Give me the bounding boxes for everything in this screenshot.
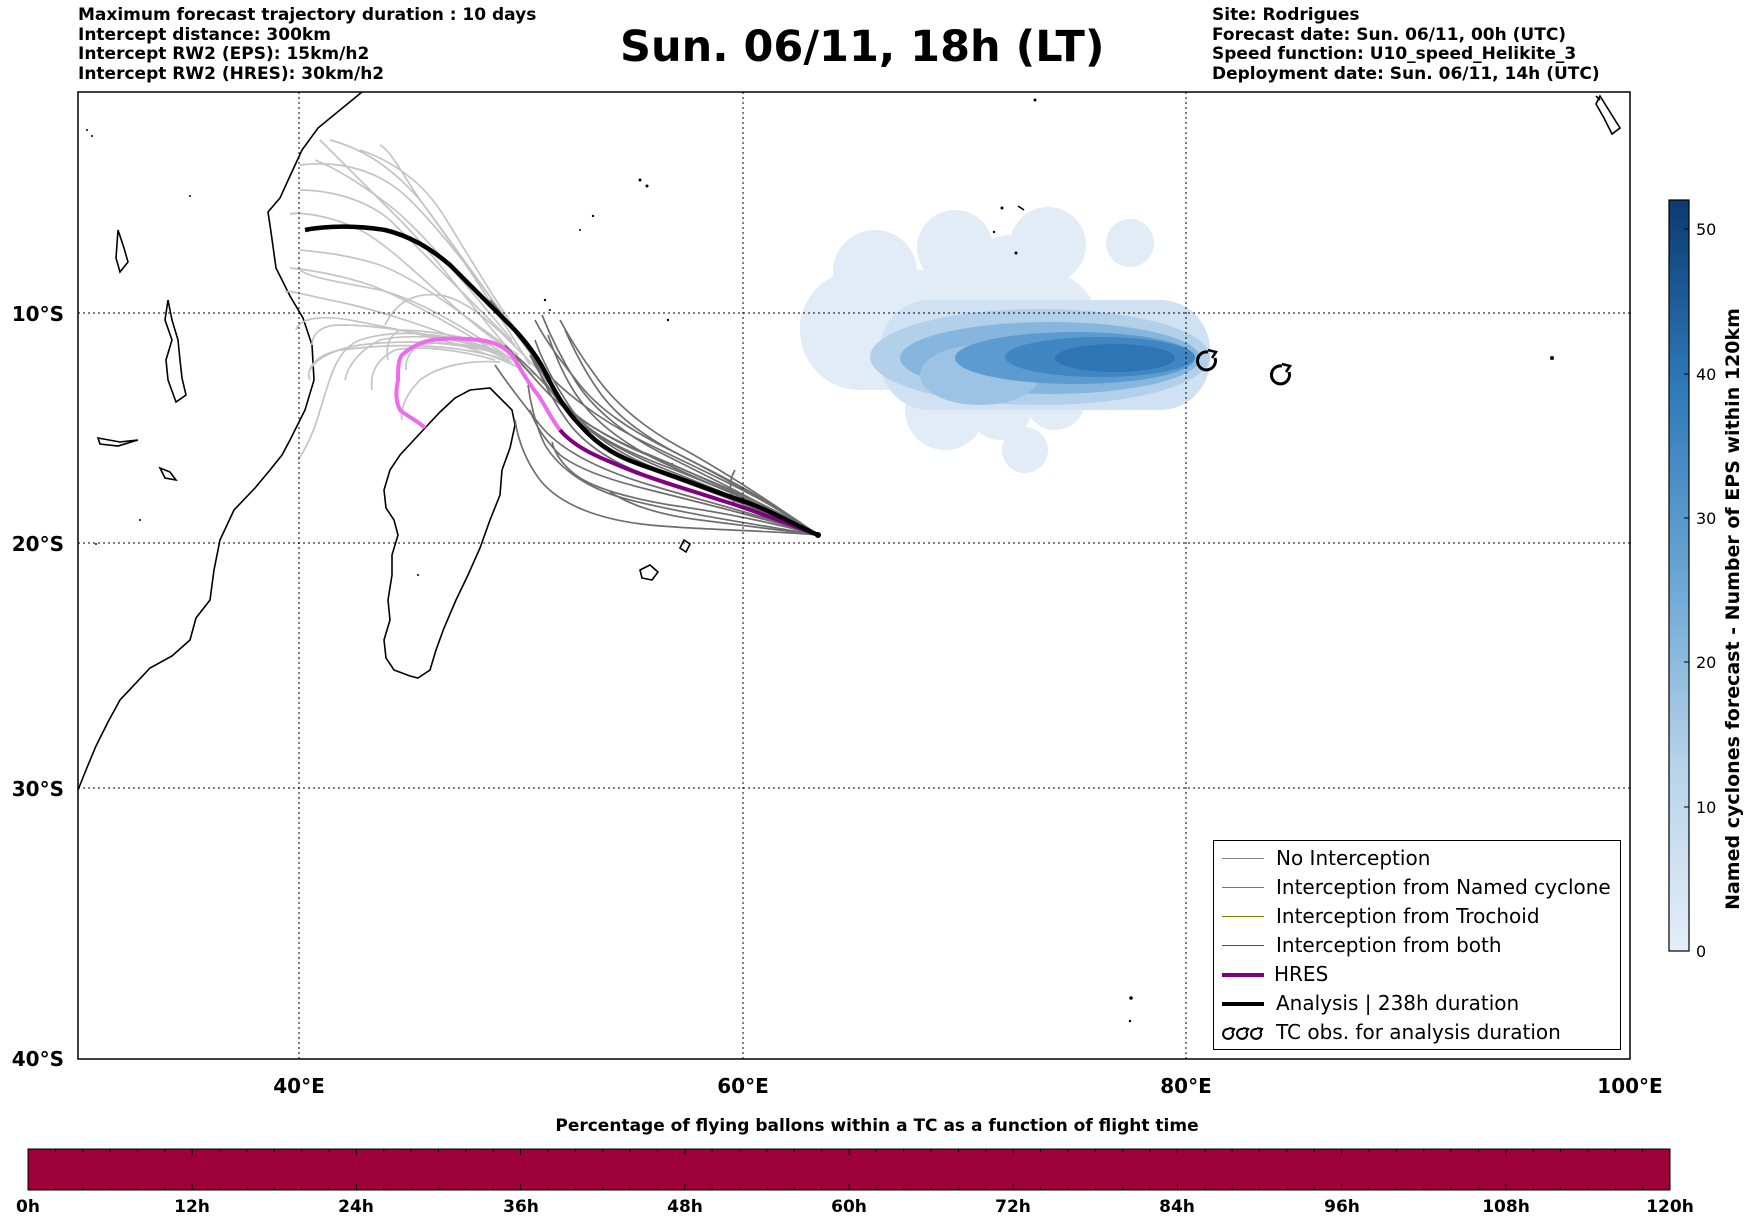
- legend-line-analysis: [1222, 1002, 1264, 1006]
- cyclone-symbols-icon: [1222, 1027, 1264, 1040]
- colorbar-label: Named cyclones forecast - Number of EPS …: [1722, 308, 1744, 910]
- legend-line-trochoid: [1222, 916, 1264, 917]
- legend-line-named-cyclone: [1222, 887, 1264, 888]
- time-tick-60: 60h: [831, 1197, 867, 1217]
- lat-tick-4: 40°S: [12, 1047, 64, 1071]
- tc-observation-symbols: [1196, 348, 1293, 386]
- colorbar-tick-10: 10: [1696, 798, 1716, 817]
- legend-label-no-interception: No Interception: [1276, 846, 1431, 870]
- cyclone-symbol-2: [1270, 364, 1291, 386]
- map-legend: No Interception Interception from Named …: [1213, 840, 1621, 1050]
- colorbar-tick-30: 30: [1696, 509, 1716, 528]
- legend-label-tc-obs: TC obs. for analysis duration: [1276, 1020, 1561, 1044]
- header-left-info: Maximum forecast trajectory duration : 1…: [78, 5, 537, 84]
- legend-item-no-interception: No Interception: [1214, 846, 1620, 872]
- colorbar-tick-0: 0: [1696, 942, 1706, 961]
- header-right-line-4: Deployment date: Sun. 06/11, 14h (UTC): [1212, 63, 1600, 84]
- trajectories-dark: [489, 299, 819, 536]
- small-islands: [86, 98, 1554, 1023]
- page-title: Sun. 06/11, 18h (LT): [620, 22, 1105, 72]
- flight-time-bar: 0h 12h 24h 36h 48h 60h 72h 84h 96h 108h …: [16, 1148, 1694, 1217]
- time-tick-48: 48h: [667, 1197, 703, 1217]
- legend-label-both: Interception from both: [1276, 933, 1502, 957]
- launch-point: [815, 532, 821, 538]
- lat-tick-1: 10°S: [12, 302, 64, 326]
- time-tick-36: 36h: [503, 1197, 539, 1217]
- header-left-line-2: Intercept distance: 300km: [78, 24, 331, 45]
- time-tick-12: 12h: [174, 1197, 210, 1217]
- time-tick-96: 96h: [1324, 1197, 1360, 1217]
- lon-tick-4: 100°E: [1597, 1074, 1662, 1098]
- colorbar-tick-20: 20: [1696, 653, 1716, 672]
- hres-track: [558, 428, 819, 537]
- colorbar-tick-50: 50: [1696, 220, 1716, 239]
- lat-tick-3: 30°S: [12, 777, 64, 801]
- time-tick-0: 0h: [16, 1197, 40, 1217]
- legend-label-hres: HRES: [1274, 962, 1329, 986]
- cyclone-symbol-1: [1196, 350, 1217, 372]
- time-tick-84: 84h: [1159, 1197, 1195, 1217]
- flight-time-bar-title: Percentage of flying ballons within a TC…: [555, 1116, 1199, 1136]
- lon-tick-1: 40°E: [273, 1074, 325, 1098]
- lon-tick-2: 60°E: [717, 1074, 769, 1098]
- analysis-track: [304, 224, 819, 538]
- header-left-line-1: Maximum forecast trajectory duration : 1…: [78, 5, 537, 25]
- map-frame: [77, 91, 1631, 1060]
- lon-axis: 40°E 60°E 80°E 100°E: [273, 1074, 1662, 1098]
- header-left-line-3: Intercept RW2 (EPS): 15km/h2: [78, 44, 370, 64]
- hres-start-track: [394, 336, 562, 432]
- time-tick-120: 120h: [1646, 1197, 1694, 1217]
- legend-line-both: [1222, 945, 1264, 946]
- legend-line-no-interception: [1222, 858, 1264, 859]
- time-tick-24: 24h: [338, 1197, 374, 1217]
- legend-item-hres: HRES: [1214, 962, 1620, 988]
- gridlines: [78, 92, 1630, 1059]
- legend-label-named-cyclone: Interception from Named cyclone: [1276, 875, 1611, 899]
- lat-axis: 10°S 20°S 30°S 40°S: [12, 302, 64, 1071]
- colorbar-tick-40: 40: [1696, 365, 1716, 384]
- legend-item-trochoid: Interception from Trochoid: [1214, 904, 1620, 930]
- cyclone-density-area: [800, 207, 1210, 473]
- header-right-line-1: Site: Rodrigues: [1212, 5, 1360, 25]
- time-tick-72: 72h: [995, 1197, 1031, 1217]
- header-left-line-4: Intercept RW2 (HRES): 30km/h2: [78, 63, 385, 84]
- legend-item-tc-obs: TC obs. for analysis duration: [1214, 1020, 1620, 1046]
- legend-label-trochoid: Interception from Trochoid: [1276, 904, 1540, 928]
- legend-item-both: Interception from both: [1214, 933, 1620, 959]
- coastlines: [78, 92, 1622, 791]
- legend-label-analysis: Analysis | 238h duration: [1276, 991, 1520, 1015]
- header-right-line-2: Forecast date: Sun. 06/11, 00h (UTC): [1212, 24, 1567, 45]
- density-colorbar: 0 10 20 30 40 50: [1668, 199, 1716, 961]
- header-right-info: Site: Rodrigues Forecast date: Sun. 06/1…: [1212, 5, 1600, 84]
- trajectories-light: [284, 139, 541, 461]
- time-tick-108: 108h: [1482, 1197, 1530, 1217]
- header-right-line-3: Speed function: U10_speed_Helikite_3: [1212, 44, 1577, 64]
- lon-tick-3: 80°E: [1160, 1074, 1212, 1098]
- legend-line-hres: [1222, 973, 1264, 977]
- legend-item-named-cyclone: Interception from Named cyclone: [1214, 875, 1620, 901]
- lat-tick-2: 20°S: [12, 532, 64, 556]
- legend-item-analysis: Analysis | 238h duration: [1214, 991, 1620, 1017]
